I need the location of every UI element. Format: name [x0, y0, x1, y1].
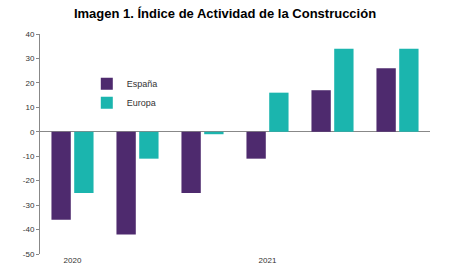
svg-text:España: España [127, 79, 158, 89]
svg-text:0: 0 [30, 128, 35, 137]
svg-text:-10: -10 [23, 152, 35, 161]
svg-text:20: 20 [25, 79, 34, 88]
svg-text:2021: 2021 [259, 256, 277, 265]
svg-text:30: 30 [25, 54, 34, 63]
svg-text:-50: -50 [23, 250, 35, 259]
svg-text:-30: -30 [23, 201, 35, 210]
svg-text:2020: 2020 [64, 256, 82, 265]
svg-text:Imagen 1. Índice de Actividad: Imagen 1. Índice de Actividad de la Cons… [74, 6, 376, 21]
svg-text:-40: -40 [23, 225, 35, 234]
svg-text:-20: -20 [23, 176, 35, 185]
svg-text:Europa: Europa [127, 98, 156, 108]
svg-text:40: 40 [25, 30, 34, 39]
svg-text:10: 10 [25, 103, 34, 112]
